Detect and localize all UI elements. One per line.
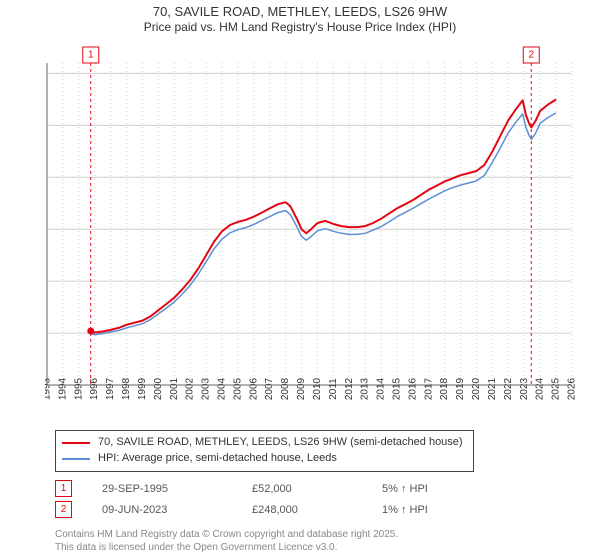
svg-text:2015: 2015 [392,377,403,400]
svg-text:2026: 2026 [567,377,578,400]
svg-text:2010: 2010 [312,377,323,400]
svg-text:2003: 2003 [201,377,212,400]
svg-text:2017: 2017 [423,377,434,400]
svg-text:1: 1 [88,50,94,61]
svg-text:2005: 2005 [232,377,243,400]
chart-title-line1: 70, SAVILE ROAD, METHLEY, LEEDS, LS26 9H… [0,4,600,20]
svg-text:1994: 1994 [57,377,68,400]
marker-box-2: 2 [55,501,72,518]
svg-text:2004: 2004 [217,377,228,400]
price-vs-hpi-chart: £0£50K£100K£150K£200K£250K£300K199319941… [45,45,580,415]
marker-row-1: 1 29-SEP-1995 £52,000 5% ↑ HPI [55,480,482,497]
svg-text:2001: 2001 [169,377,180,400]
chart-footnote: Contains HM Land Registry data © Crown c… [55,529,398,554]
legend-row-series1: 70, SAVILE ROAD, METHLEY, LEEDS, LS26 9H… [62,435,463,451]
svg-text:2018: 2018 [439,377,450,400]
marker-box-1: 1 [55,480,72,497]
marker-row-2: 2 09-JUN-2023 £248,000 1% ↑ HPI [55,501,482,518]
marker2-price: £248,000 [252,504,382,516]
legend-label-series2: HPI: Average price, semi-detached house,… [98,451,337,467]
svg-text:1998: 1998 [121,377,132,400]
svg-text:2025: 2025 [551,377,562,400]
chart-title-block: 70, SAVILE ROAD, METHLEY, LEEDS, LS26 9H… [0,0,600,35]
svg-text:2012: 2012 [344,377,355,400]
legend-swatch-series1 [62,442,90,444]
marker1-delta: 5% ↑ HPI [382,483,482,495]
svg-text:1993: 1993 [45,377,53,400]
marker2-delta: 1% ↑ HPI [382,504,482,516]
svg-text:2006: 2006 [248,377,259,400]
svg-text:1999: 1999 [137,377,148,400]
svg-text:2002: 2002 [185,377,196,400]
svg-text:2: 2 [528,50,534,61]
legend-row-series2: HPI: Average price, semi-detached house,… [62,451,463,467]
svg-text:2000: 2000 [153,377,164,400]
svg-text:2023: 2023 [519,377,530,400]
chart-title-line2: Price paid vs. HM Land Registry's House … [0,20,600,35]
svg-text:1997: 1997 [105,377,116,400]
svg-text:2020: 2020 [471,377,482,400]
svg-text:2007: 2007 [264,377,275,400]
svg-text:2013: 2013 [360,377,371,400]
legend-swatch-series2 [62,458,90,460]
svg-text:2022: 2022 [503,377,514,400]
svg-text:2021: 2021 [487,377,498,400]
marker1-date: 29-SEP-1995 [102,483,252,495]
svg-text:2009: 2009 [296,377,307,400]
marker1-price: £52,000 [252,483,382,495]
svg-text:2019: 2019 [455,377,466,400]
footnote-line2: This data is licensed under the Open Gov… [55,542,398,555]
legend-label-series1: 70, SAVILE ROAD, METHLEY, LEEDS, LS26 9H… [98,435,463,451]
footnote-line1: Contains HM Land Registry data © Crown c… [55,529,398,542]
marker-info-table: 1 29-SEP-1995 £52,000 5% ↑ HPI 2 09-JUN-… [55,476,482,518]
svg-text:1996: 1996 [89,377,100,400]
chart-svg: £0£50K£100K£150K£200K£250K£300K199319941… [45,45,580,415]
svg-text:2014: 2014 [376,377,387,400]
svg-text:2011: 2011 [328,378,339,400]
svg-text:2024: 2024 [535,377,546,400]
chart-legend: 70, SAVILE ROAD, METHLEY, LEEDS, LS26 9H… [55,430,474,472]
svg-text:2008: 2008 [280,377,291,400]
marker2-date: 09-JUN-2023 [102,504,252,516]
svg-text:1995: 1995 [73,377,84,400]
svg-text:2016: 2016 [407,377,418,400]
